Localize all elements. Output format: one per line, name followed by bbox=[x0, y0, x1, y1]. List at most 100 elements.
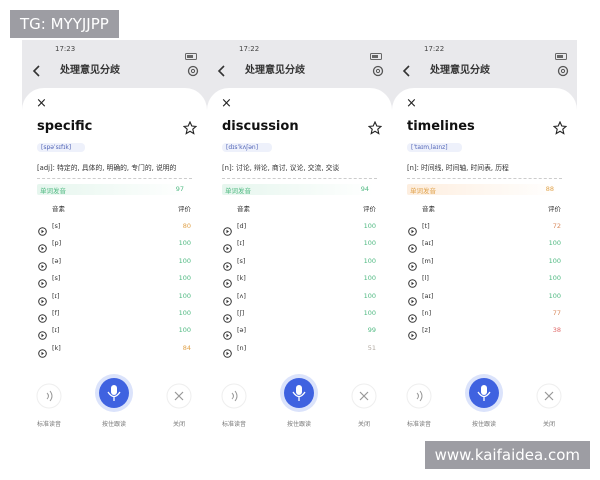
play-button[interactable] bbox=[223, 291, 232, 310]
play-button[interactable] bbox=[38, 221, 47, 240]
phoneme-score: 100 bbox=[363, 256, 376, 265]
word-card: × discussion [dɪsˈkʌʃən] [n]: 讨论, 辩论, 商讨, 议… bbox=[207, 88, 392, 440]
play-button[interactable] bbox=[38, 343, 47, 362]
rating-header: 评价 bbox=[363, 205, 376, 213]
phonetic-pill[interactable]: [dɪsˈkʌʃən] bbox=[222, 143, 273, 152]
phoneme-symbol: [s] bbox=[52, 222, 61, 230]
site-watermark: www.kaifaidea.com bbox=[424, 441, 590, 469]
play-button[interactable] bbox=[408, 238, 417, 257]
favorite-star[interactable] bbox=[367, 120, 383, 139]
back-button[interactable] bbox=[32, 62, 42, 81]
play-button[interactable] bbox=[223, 238, 232, 257]
play-button[interactable] bbox=[223, 273, 232, 292]
word-score-label: 单词发音 bbox=[40, 187, 66, 195]
phoneme-score: 72 bbox=[552, 222, 561, 230]
record-button[interactable] bbox=[94, 373, 134, 417]
favorite-star[interactable] bbox=[182, 120, 198, 139]
phoneme-score: 51 bbox=[367, 343, 376, 352]
status-time: 17:22 bbox=[424, 45, 445, 53]
battery-icon bbox=[370, 45, 384, 64]
play-button[interactable] bbox=[223, 308, 232, 327]
play-button[interactable] bbox=[408, 256, 417, 275]
phoneme-symbol: [ʌ] bbox=[237, 291, 246, 300]
close-button[interactable] bbox=[536, 383, 562, 413]
play-button[interactable] bbox=[223, 221, 232, 240]
close-x[interactable]: × bbox=[221, 96, 232, 111]
phoneme-score: 100 bbox=[548, 274, 561, 283]
divider bbox=[37, 178, 192, 179]
back-button[interactable] bbox=[217, 62, 227, 81]
close-x[interactable]: × bbox=[36, 96, 47, 111]
settings-button[interactable] bbox=[557, 62, 569, 81]
record-button[interactable] bbox=[279, 373, 319, 417]
rating-header: 评价 bbox=[178, 205, 191, 213]
definition: [n]: 时间线, 时间轴, 时间表, 历程 bbox=[407, 164, 509, 172]
phoneme-score: 100 bbox=[178, 256, 191, 265]
play-button[interactable] bbox=[38, 291, 47, 310]
phoneme-symbol: [p] bbox=[52, 239, 62, 248]
standard-audio-button[interactable] bbox=[221, 383, 247, 413]
rating-header: 评价 bbox=[548, 205, 561, 213]
favorite-star[interactable] bbox=[552, 120, 568, 139]
word-score-label: 单词发音 bbox=[410, 187, 436, 195]
phoneme-symbol: [s] bbox=[237, 256, 246, 265]
standard-audio-button[interactable] bbox=[36, 383, 62, 413]
button-label[interactable]: 关闭 bbox=[542, 421, 556, 428]
play-button[interactable] bbox=[38, 325, 47, 344]
phoneme-symbol: [f] bbox=[52, 309, 60, 317]
page-header: 处理意见分歧 bbox=[430, 65, 490, 76]
play-button[interactable] bbox=[408, 221, 417, 240]
play-button[interactable] bbox=[38, 273, 47, 292]
close-button[interactable] bbox=[166, 383, 192, 413]
phoneme-score: 100 bbox=[178, 309, 191, 317]
definition: [n]: 讨论, 辩论, 商讨, 议论, 交流, 交谈 bbox=[222, 164, 340, 172]
button-label[interactable]: 标准读音 bbox=[221, 421, 247, 428]
button-label[interactable]: 标准读音 bbox=[406, 421, 432, 428]
button-label[interactable]: 按住跟读 bbox=[286, 421, 312, 428]
standard-audio-button[interactable] bbox=[406, 383, 432, 413]
play-button[interactable] bbox=[223, 343, 232, 362]
close-button[interactable] bbox=[351, 383, 377, 413]
word: discussion bbox=[222, 119, 299, 134]
play-button[interactable] bbox=[223, 325, 232, 344]
word: timelines bbox=[407, 119, 475, 134]
score-row-bg bbox=[37, 184, 189, 195]
back-button[interactable] bbox=[402, 62, 412, 81]
phone-screen: 17:22 处理意见分歧 × timelines [ˈtaɪmˌlaɪnz] [n]: 时… bbox=[392, 40, 577, 440]
record-button[interactable] bbox=[464, 373, 504, 417]
settings-button[interactable] bbox=[187, 62, 199, 81]
close-x[interactable]: × bbox=[406, 96, 417, 111]
watermark: TG: MYYJJPP bbox=[10, 10, 119, 38]
phoneme-symbol: [ə] bbox=[52, 256, 62, 265]
button-label[interactable]: 按住跟读 bbox=[471, 421, 497, 428]
phonetic-pill[interactable]: [ˈtaɪmˌlaɪnz] bbox=[407, 143, 462, 152]
word-score: 94 bbox=[360, 185, 369, 193]
phoneme-symbol: [ɪ] bbox=[52, 291, 60, 300]
phoneme-score: 80 bbox=[182, 222, 191, 230]
play-button[interactable] bbox=[38, 308, 47, 327]
definition: [adj]: 特定的, 具体的, 明确的, 专门的, 说明的 bbox=[37, 164, 177, 172]
phonetic-pill[interactable]: [spəˈsɪfɪk] bbox=[37, 143, 86, 152]
play-button[interactable] bbox=[408, 325, 417, 344]
word-score: 88 bbox=[545, 185, 554, 193]
button-label[interactable]: 关闭 bbox=[172, 421, 186, 428]
button-label[interactable]: 标准读音 bbox=[36, 421, 62, 428]
settings-button[interactable] bbox=[372, 62, 384, 81]
phoneme-symbol: [ʃ] bbox=[237, 309, 245, 317]
play-button[interactable] bbox=[223, 256, 232, 275]
phoneme-score: 100 bbox=[363, 309, 376, 317]
phoneme-symbol: [ɪ] bbox=[52, 326, 60, 335]
score-row-bg bbox=[222, 184, 374, 195]
button-label[interactable]: 关闭 bbox=[357, 421, 371, 428]
phoneme-score: 100 bbox=[548, 256, 561, 265]
phoneme-symbol: [z] bbox=[422, 326, 431, 335]
phoneme-score: 84 bbox=[182, 343, 191, 352]
play-button[interactable] bbox=[38, 238, 47, 257]
play-button[interactable] bbox=[408, 291, 417, 310]
play-button[interactable] bbox=[408, 308, 417, 327]
button-label[interactable]: 按住跟读 bbox=[101, 421, 127, 428]
play-button[interactable] bbox=[408, 273, 417, 292]
phoneme-score: 100 bbox=[548, 239, 561, 248]
play-button[interactable] bbox=[38, 256, 47, 275]
